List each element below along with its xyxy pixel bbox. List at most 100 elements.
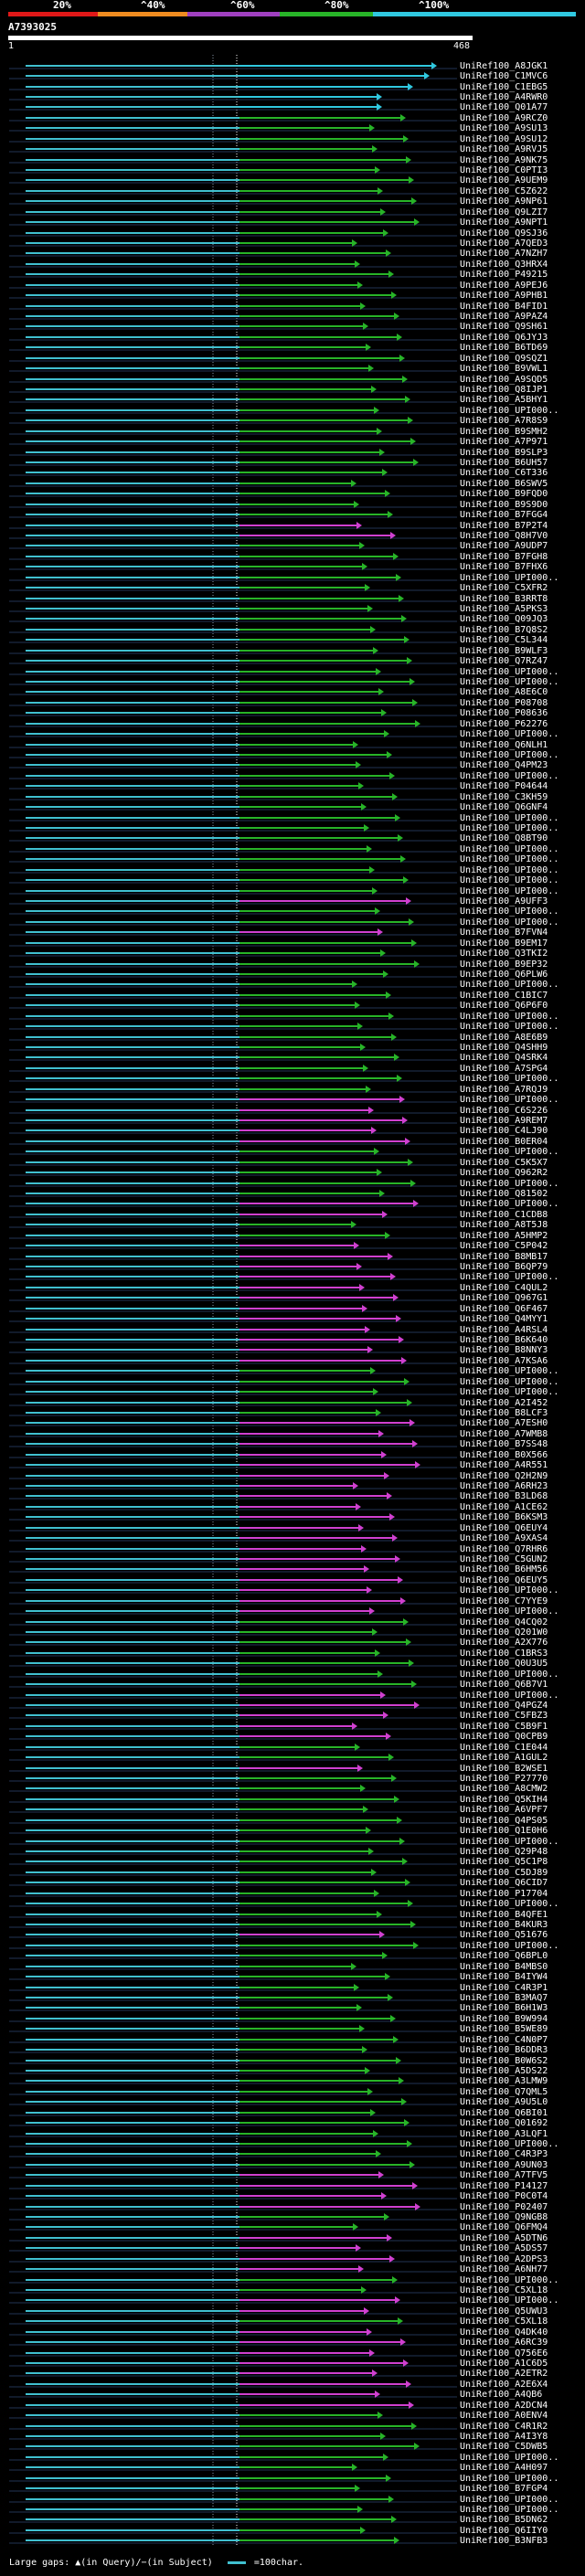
hit-label[interactable]: UniRef100_UPI000..: [460, 1837, 558, 1847]
hit-row[interactable]: UniRef100_C1CDB8: [26, 1210, 548, 1220]
hit-label[interactable]: UniRef100_B7SS48: [460, 1439, 548, 1449]
hit-row[interactable]: UniRef100_A7TFV5: [26, 2170, 548, 2180]
hit-row[interactable]: UniRef100_B6SWV5: [26, 479, 548, 489]
hit-row[interactable]: UniRef100_P08636: [26, 708, 548, 718]
hit-label[interactable]: UniRef100_B6QP79: [460, 1262, 548, 1272]
hit-row[interactable]: UniRef100_UPI000..: [26, 875, 558, 885]
hit-label[interactable]: UniRef100_UPI000..: [460, 2505, 558, 2515]
hit-label[interactable]: UniRef100_C7YYE9: [460, 1596, 548, 1606]
hit-row[interactable]: UniRef100_A5BHY1: [26, 395, 548, 405]
hit-label[interactable]: UniRef100_UPI000..: [460, 1387, 558, 1397]
hit-label[interactable]: UniRef100_B7FHX6: [460, 562, 548, 572]
hit-row[interactable]: UniRef100_A2E6X4: [26, 2380, 548, 2390]
hit-label[interactable]: UniRef100_B6K640: [460, 1335, 548, 1345]
hit-label[interactable]: UniRef100_A1CE62: [460, 1502, 548, 1512]
hit-label[interactable]: UniRef100_UPI000..: [460, 1941, 558, 1951]
hit-label[interactable]: UniRef100_Q0CPB9: [460, 1732, 548, 1742]
hit-label[interactable]: UniRef100_A1C6D5: [460, 2359, 548, 2369]
hit-row[interactable]: UniRef100_B6HM56: [26, 1564, 548, 1574]
hit-row[interactable]: UniRef100_B9S9D0: [26, 500, 548, 510]
hit-label[interactable]: UniRef100_B8LCF3: [460, 1408, 548, 1418]
hit-label[interactable]: UniRef100_P02407: [460, 2202, 548, 2212]
hit-row[interactable]: UniRef100_B9EP32: [26, 959, 548, 970]
hit-label[interactable]: UniRef100_UPI000..: [460, 1377, 558, 1387]
hit-row[interactable]: UniRef100_Q4PGZ4: [26, 1701, 548, 1711]
hit-label[interactable]: UniRef100_C5FBZ3: [460, 1711, 548, 1721]
hit-row[interactable]: UniRef100_A6NH77: [26, 2264, 548, 2274]
hit-row[interactable]: UniRef100_Q4DK40: [26, 2327, 548, 2337]
hit-label[interactable]: UniRef100_Q6BI01: [460, 2108, 548, 2118]
hit-label[interactable]: UniRef100_Q6GNF4: [460, 802, 548, 812]
hit-row[interactable]: UniRef100_UPI000..: [26, 854, 558, 864]
hit-label[interactable]: UniRef100_Q6NLH1: [460, 740, 548, 750]
hit-label[interactable]: UniRef100_Q1E0H6: [460, 1826, 548, 1836]
hit-label[interactable]: UniRef100_Q962R2: [460, 1168, 548, 1178]
hit-label[interactable]: UniRef100_P08636: [460, 708, 548, 718]
hit-row[interactable]: UniRef100_A4RSL4: [26, 1325, 548, 1335]
hit-row[interactable]: UniRef100_UPI000..: [26, 1670, 558, 1680]
hit-row[interactable]: UniRef100_C4N0P7: [26, 2035, 548, 2045]
hit-label[interactable]: UniRef100_A9NPT1: [460, 217, 548, 228]
hit-row[interactable]: UniRef100_C4R3P1: [26, 1983, 548, 1993]
hit-label[interactable]: UniRef100_A7WMB8: [460, 1429, 548, 1439]
hit-label[interactable]: UniRef100_B5DN62: [460, 2515, 548, 2525]
hit-row[interactable]: UniRef100_A4RWR0: [26, 92, 548, 102]
hit-row[interactable]: UniRef100_C7YYE9: [26, 1596, 548, 1606]
hit-label[interactable]: UniRef100_A7SPG4: [460, 1064, 548, 1074]
hit-row[interactable]: UniRef100_C5K5X7: [26, 1158, 548, 1168]
hit-label[interactable]: UniRef100_P27770: [460, 1774, 548, 1784]
hit-row[interactable]: UniRef100_B0W6S2: [26, 2056, 548, 2066]
hit-label[interactable]: UniRef100_B6H1W3: [460, 2003, 548, 2013]
hit-label[interactable]: UniRef100_Q0U3U5: [460, 1659, 548, 1669]
hit-label[interactable]: UniRef100_A9U5L0: [460, 2097, 548, 2107]
hit-row[interactable]: UniRef100_B7FVN4: [26, 928, 548, 938]
hit-label[interactable]: UniRef100_A4RWR0: [460, 92, 548, 102]
hit-row[interactable]: UniRef100_UPI000..: [26, 2275, 558, 2285]
hit-label[interactable]: UniRef100_A8CMW2: [460, 1784, 548, 1794]
hit-label[interactable]: UniRef100_UPI000..: [460, 823, 558, 833]
hit-label[interactable]: UniRef100_C5XL18: [460, 2316, 548, 2327]
hit-row[interactable]: UniRef100_Q4PS05: [26, 1816, 548, 1826]
hit-row[interactable]: UniRef100_B9VWL1: [26, 364, 548, 374]
hit-row[interactable]: UniRef100_B5DN62: [26, 2515, 548, 2525]
hit-row[interactable]: UniRef100_A8CMW2: [26, 1784, 548, 1794]
hit-row[interactable]: UniRef100_Q6NLH1: [26, 740, 548, 750]
hit-label[interactable]: UniRef100_A9PHB1: [460, 291, 548, 301]
hit-row[interactable]: UniRef100_B9WLF3: [26, 646, 548, 656]
hit-row[interactable]: UniRef100_B4KUR3: [26, 1920, 548, 1930]
hit-label[interactable]: UniRef100_Q8H7V0: [460, 531, 548, 541]
hit-label[interactable]: UniRef100_UPI000..: [460, 1199, 558, 1209]
hit-row[interactable]: UniRef100_Q4SHH9: [26, 1043, 548, 1053]
hit-row[interactable]: UniRef100_P17704: [26, 1889, 548, 1899]
hit-label[interactable]: UniRef100_UPI000..: [460, 2453, 558, 2463]
hit-label[interactable]: UniRef100_A7ESH0: [460, 1418, 548, 1428]
hit-row[interactable]: UniRef100_A1C6D5: [26, 2359, 548, 2369]
hit-row[interactable]: UniRef100_B6DDR3: [26, 2045, 548, 2055]
hit-label[interactable]: UniRef100_B9WLF3: [460, 646, 548, 656]
hit-label[interactable]: UniRef100_Q01A77: [460, 102, 548, 112]
hit-label[interactable]: UniRef100_A4R551: [460, 1460, 548, 1470]
hit-label[interactable]: UniRef100_C4R1R2: [460, 2422, 548, 2432]
hit-row[interactable]: UniRef100_UPI000..: [26, 1179, 558, 1189]
hit-label[interactable]: UniRef100_C5K5X7: [460, 1158, 548, 1168]
hit-label[interactable]: UniRef100_C5B9F1: [460, 1722, 548, 1732]
hit-row[interactable]: UniRef100_A9RVJ5: [26, 144, 548, 154]
hit-row[interactable]: UniRef100_C5XL18: [26, 2316, 548, 2327]
hit-label[interactable]: UniRef100_C3KH59: [460, 792, 548, 802]
hit-label[interactable]: UniRef100_UPI000..: [460, 1095, 558, 1105]
hit-label[interactable]: UniRef100_A5DS57: [460, 2243, 548, 2253]
hit-label[interactable]: UniRef100_C5L344: [460, 635, 548, 645]
hit-row[interactable]: UniRef100_Q6IIY0: [26, 2526, 548, 2536]
hit-row[interactable]: UniRef100_UPI000..: [26, 2139, 558, 2149]
hit-row[interactable]: UniRef100_UPI000..: [26, 980, 558, 990]
hit-row[interactable]: UniRef100_C5DWB5: [26, 2442, 548, 2452]
hit-row[interactable]: UniRef100_A2DCN4: [26, 2401, 548, 2411]
hit-row[interactable]: UniRef100_P49215: [26, 270, 548, 280]
hit-label[interactable]: UniRef100_A9PEJ6: [460, 281, 548, 291]
hit-label[interactable]: UniRef100_A9RCZ0: [460, 113, 548, 123]
hit-row[interactable]: UniRef100_Q6CID7: [26, 1878, 548, 1888]
hit-row[interactable]: UniRef100_A8JGK1: [26, 61, 548, 71]
hit-label[interactable]: UniRef100_B9W994: [460, 2014, 548, 2024]
hit-label[interactable]: UniRef100_A9UDP7: [460, 541, 548, 551]
hit-label[interactable]: UniRef100_Q7QML5: [460, 2087, 548, 2097]
